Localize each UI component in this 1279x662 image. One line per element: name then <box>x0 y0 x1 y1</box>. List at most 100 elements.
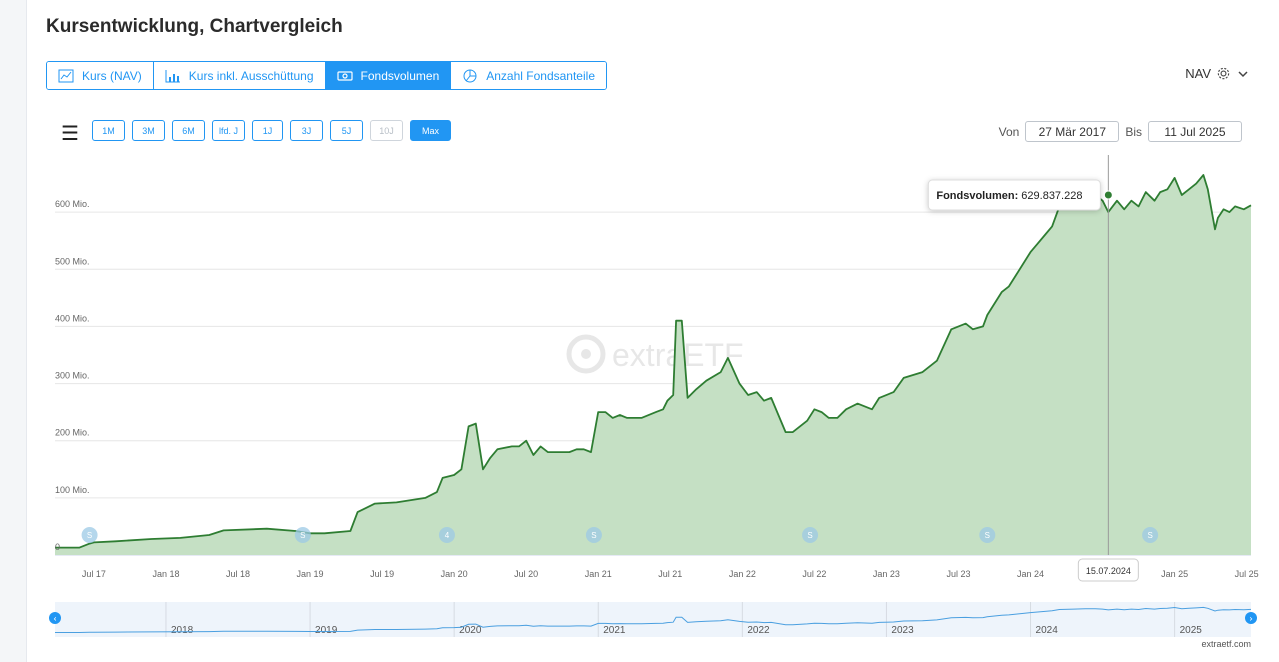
to-date-input[interactable]: 11 Jul 2025 <box>1148 121 1242 142</box>
chart-card: Kursentwicklung, Chartvergleich Kurs (NA… <box>26 0 1279 662</box>
y-axis: 0 100 Mio. 200 Mio. 300 Mio. 400 Mio. 500 Mio… <box>55 199 90 552</box>
event-marker-label: S <box>300 531 305 540</box>
navigator-line <box>55 606 1252 633</box>
x-axis: Jul 17 Jan 18 Jul 18 Jan 19 Jul 19 Jan 20 Jul … <box>82 569 1259 579</box>
date-tooltip-box <box>1077 558 1139 582</box>
tab-label: Fondsvolumen <box>360 68 440 83</box>
navigator-year-label: 2025 <box>1180 625 1203 636</box>
x-tick-label: Jul 23 <box>946 569 970 579</box>
x-tick-label: Jan 18 <box>152 569 179 579</box>
nav-selector[interactable]: NAV <box>1185 66 1250 81</box>
from-date-input[interactable]: 27 Mär 2017 <box>1025 121 1120 142</box>
tooltip-text: Fondsvolumen: 629.837.228 <box>936 190 1082 202</box>
navigator-year-label: 2018 <box>171 625 194 636</box>
x-tick-label: Jan 19 <box>297 569 324 579</box>
y-tick-label: 0 <box>55 542 60 552</box>
x-tick-label: Jan 20 <box>441 569 468 579</box>
tooltip-box <box>927 179 1101 211</box>
hamburger-menu-icon[interactable]: ☰ <box>61 123 79 145</box>
tab-fondsvolumen[interactable]: Fondsvolumen <box>325 62 452 89</box>
tooltip-point <box>1103 190 1113 200</box>
series-area <box>55 175 1251 555</box>
tab-label: Anzahl Fondsanteile <box>486 68 595 83</box>
navigator-year-label: 2020 <box>459 625 482 636</box>
tab-label: Kurs inkl. Ausschüttung <box>188 68 314 83</box>
range-button-ytd[interactable]: lfd. J <box>212 120 246 141</box>
event-marker-label: S <box>87 531 92 540</box>
y-tick-label: 100 Mio. <box>55 485 90 495</box>
event-marker <box>81 527 98 543</box>
crosshair <box>1103 155 1113 555</box>
event-marker-label: S <box>985 531 990 540</box>
event-marker <box>294 527 311 543</box>
event-marker <box>585 527 602 543</box>
series-line <box>55 174 1252 549</box>
watermark: extraETF <box>566 334 744 374</box>
navigator[interactable]: 2018 2019 2020 2021 2022 2023 2024 2025 ‹ › <box>49 602 1257 637</box>
y-tick-label: 200 Mio. <box>55 428 90 438</box>
chevron-down-icon <box>1238 70 1248 77</box>
x-tick-label: Jan 21 <box>585 569 612 579</box>
volume-chart[interactable]: extraETF S S 4 S S S S Jul 17 Jan 18 Jul 18 Jan 1… <box>27 150 1279 662</box>
navigator-year-label: 2024 <box>1036 625 1059 636</box>
tooltip: Fondsvolumen: 629.837.228 15.07.2024 <box>927 179 1139 582</box>
date-range: Von 27 Mär 2017 Bis 11 Jul 2025 <box>999 121 1242 142</box>
range-buttons: 1M 3M 6M lfd. J 1J 3J 5J 10J Max <box>92 120 452 141</box>
x-tick-label: Jan 22 <box>729 569 756 579</box>
tab-label: Kurs (NAV) <box>82 68 142 83</box>
tab-kurs-ausschuettung[interactable]: Kurs inkl. Ausschüttung <box>153 62 326 89</box>
range-button-6m[interactable]: 6M <box>172 120 205 141</box>
x-tick-label: Jul 25 <box>1235 569 1259 579</box>
x-tick-label: Jul 17 <box>82 569 106 579</box>
bar-chart-icon <box>165 69 180 82</box>
event-marker-label: 4 <box>445 531 450 540</box>
date-tooltip-text: 15.07.2024 <box>1086 566 1131 576</box>
event-marker-label: S <box>591 531 596 540</box>
event-markers: S S 4 S S S S <box>81 527 1159 543</box>
chart-type-tabs: Kurs (NAV) Kurs inkl. Ausschüttung Fonds… <box>46 61 607 90</box>
line-chart-icon <box>58 69 74 82</box>
x-tick-label: Jul 21 <box>658 569 682 579</box>
range-button-1j[interactable]: 1J <box>252 120 284 141</box>
x-tick-label: Jul 19 <box>370 569 394 579</box>
tab-anzahl-fondsanteile[interactable]: Anzahl Fondsanteile <box>451 62 606 89</box>
navigator-year-label: 2023 <box>891 625 914 636</box>
y-tick-label: 600 Mio. <box>55 199 90 209</box>
range-button-max[interactable]: Max <box>410 120 452 141</box>
event-marker <box>438 527 455 543</box>
navigator-year-label: 2022 <box>747 625 770 636</box>
credit-text: extraetf.com <box>1201 639 1251 649</box>
navigator-handle-left <box>49 612 61 624</box>
page-title: Kursentwicklung, Chartvergleich <box>46 16 343 37</box>
tooltip-value: 629.837.228 <box>1018 190 1082 202</box>
gear-icon <box>1217 67 1230 80</box>
tab-kurs-nav[interactable]: Kurs (NAV) <box>47 62 154 89</box>
range-button-5j[interactable]: 5J <box>330 120 364 141</box>
event-marker <box>1142 527 1159 543</box>
y-tick-label: 500 Mio. <box>55 256 90 266</box>
to-label: Bis <box>1125 124 1142 139</box>
event-marker <box>979 527 996 543</box>
x-tick-label: Jan 24 <box>1017 569 1044 579</box>
x-tick-label: Jan 23 <box>873 569 900 579</box>
range-button-3m[interactable]: 3M <box>132 120 165 141</box>
event-marker <box>802 527 819 543</box>
chevron-left-icon: ‹ <box>53 615 57 625</box>
from-label: Von <box>998 124 1020 139</box>
x-tick-label: Jul 18 <box>226 569 250 579</box>
y-tick-label: 300 Mio. <box>55 371 90 381</box>
tooltip-label: Fondsvolumen: <box>936 190 1018 202</box>
event-marker-label: S <box>1147 531 1152 540</box>
nav-label: NAV <box>1185 66 1211 81</box>
y-tick-label: 400 Mio. <box>55 313 90 323</box>
money-icon <box>336 70 353 81</box>
x-tick-label: Jul 22 <box>802 569 826 579</box>
range-button-10j: 10J <box>370 120 404 141</box>
navigator-handle-right <box>1245 612 1257 624</box>
navigator-year-label: 2021 <box>603 625 626 636</box>
x-tick-label: Jul 20 <box>514 569 538 579</box>
range-button-3j[interactable]: 3J <box>290 120 324 141</box>
range-button-1m[interactable]: 1M <box>92 120 125 141</box>
event-marker-label: S <box>807 531 812 540</box>
chevron-right-icon: › <box>1249 615 1253 625</box>
